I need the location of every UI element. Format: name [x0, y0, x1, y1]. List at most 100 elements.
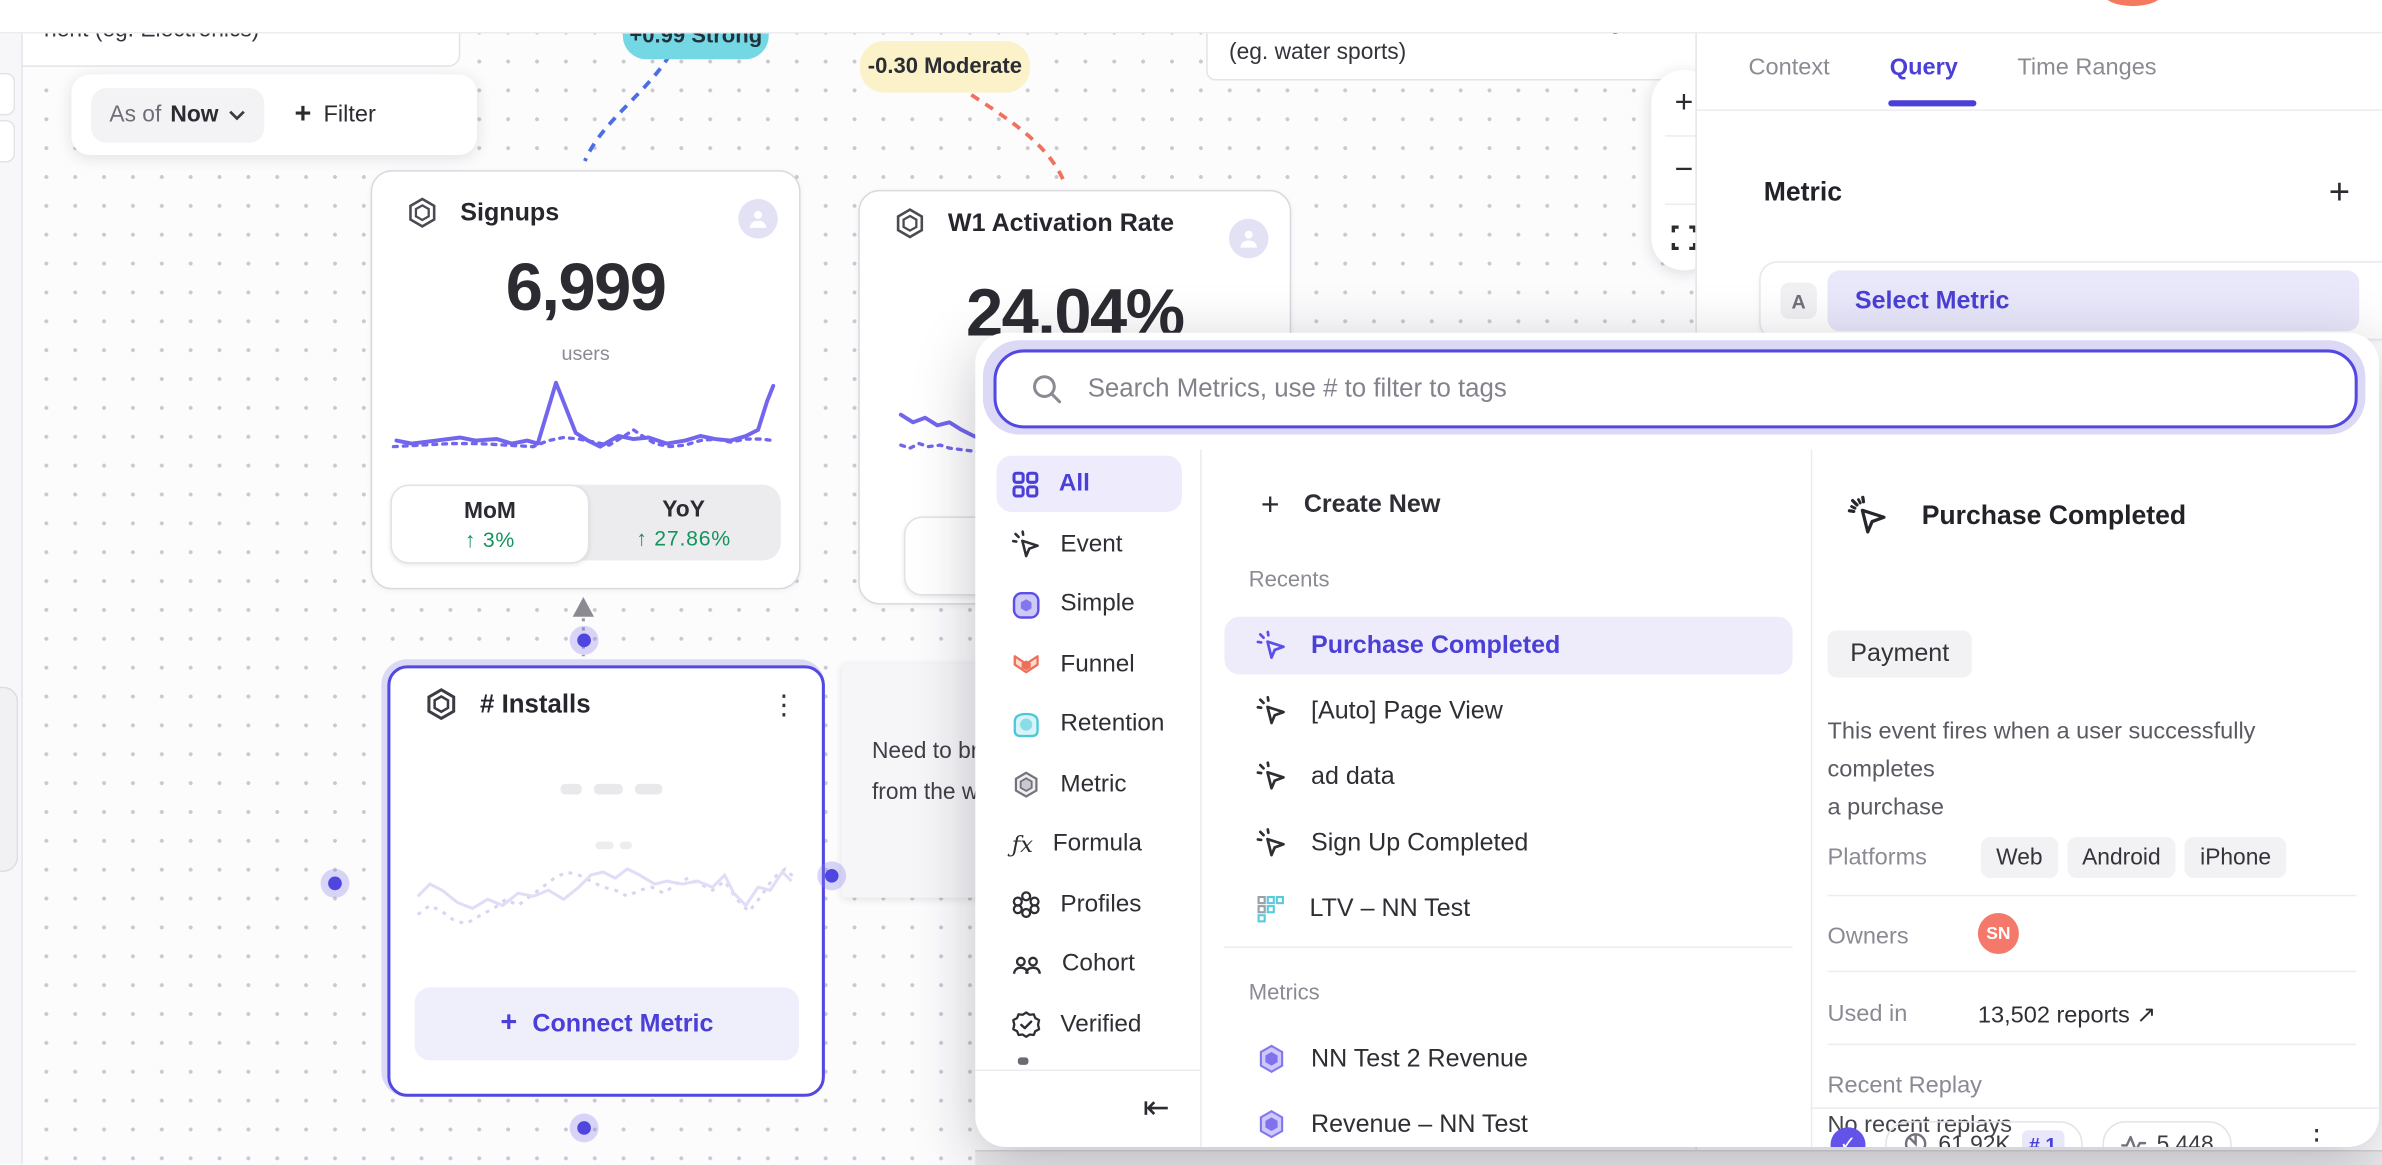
toggle-yoy[interactable]: YoY ↑ 27.86% [586, 485, 780, 561]
metric-value: 6,999 [372, 251, 799, 327]
recent-replay-label: Recent Replay [1828, 1073, 1982, 1100]
retention-icon [1012, 710, 1041, 739]
simple-icon [1012, 590, 1041, 619]
installs-ghost-sparkline [412, 854, 798, 939]
card-menu-kebab-icon[interactable]: ⋮ [770, 690, 797, 722]
metric-hexagon-icon [893, 207, 926, 240]
owners-label: Owners [1828, 924, 1909, 951]
category-all[interactable]: All [997, 456, 1182, 512]
detail-footer: ✓ 61.92K # 1 5,448 [1811, 1107, 2379, 1146]
category-cohort[interactable]: Cohort [997, 937, 1182, 993]
skeleton-dash [594, 784, 623, 795]
grid-icon [1012, 470, 1039, 497]
metric-card-installs[interactable]: # Installs ⋮ + Connect Metric [387, 665, 825, 1096]
used-in-label: Used in [1828, 1001, 1908, 1028]
result-revenue-nn-test[interactable]: Revenue – NN Test [1224, 1095, 1792, 1147]
owner-avatar-icon [738, 199, 777, 238]
section-label-metrics: Metrics [1249, 981, 1320, 1005]
skeleton-dash [635, 784, 662, 795]
connector-handle-bottom[interactable] [577, 1121, 591, 1135]
views-stat-pill[interactable]: 61.92K # 1 [1885, 1120, 2082, 1147]
event-icon [1256, 828, 1286, 858]
clause-letter-badge: A [1780, 283, 1816, 319]
add-metric-button[interactable]: + [2329, 172, 2350, 215]
tag-chip[interactable]: Payment [1828, 630, 1973, 677]
section-label-recents: Recents [1249, 568, 1330, 592]
left-rail [0, 0, 23, 1164]
events-stat-pill[interactable]: 5,448 [2102, 1120, 2232, 1147]
metric-purple-icon [1256, 1109, 1286, 1139]
event-icon [1847, 495, 1888, 536]
comparison-toggle: MoM ↑ 3% YoY ↑ 27.86% [390, 485, 780, 561]
add-filter-button[interactable]: + Filter [294, 100, 375, 129]
correlation-badge-moderate[interactable]: -0.30 Moderate [860, 41, 1030, 93]
tab-time-ranges[interactable]: Time Ranges [2017, 55, 2156, 82]
connector-handle-right[interactable] [825, 869, 839, 883]
used-in-link[interactable]: 13,502 reports ↗ [1978, 1001, 2156, 1030]
search-input[interactable] [1085, 372, 2355, 405]
blue-dashed-connector [585, 55, 670, 161]
collapsed-tab[interactable] [0, 73, 15, 116]
owner-avatar-icon [1229, 219, 1268, 258]
plus-icon: + [1261, 489, 1280, 521]
metric-hexagon-icon [406, 196, 439, 229]
skeleton-dash [595, 842, 613, 850]
detail-title: Purchase Completed [1922, 500, 2186, 532]
result-auto-page-view[interactable]: [Auto] Page View [1224, 682, 1792, 740]
connector-handle-top[interactable] [577, 633, 591, 647]
top-bar [0, 0, 2382, 33]
connect-metric-button[interactable]: + Connect Metric [415, 987, 799, 1060]
event-icon [1012, 530, 1041, 559]
category-metric[interactable]: Metric [997, 757, 1182, 813]
search-field[interactable] [994, 349, 2358, 428]
result-nn-test-2-revenue[interactable]: NN Test 2 Revenue [1224, 1030, 1792, 1088]
category-verified[interactable]: Verified [997, 997, 1182, 1053]
metric-section-header: Metric [1764, 176, 1842, 208]
card-title: Signups [460, 198, 559, 227]
list-divider [1224, 946, 1792, 948]
formula-icon: ƒx [1012, 831, 1033, 858]
arrow-up-right-icon: ↗ [2136, 1003, 2156, 1029]
signups-sparkline [390, 374, 779, 468]
category-profiles[interactable]: Profiles [997, 877, 1182, 933]
card-title: # Installs [480, 689, 591, 719]
collapse-panel-icon[interactable]: ⇤ [1143, 1089, 1170, 1127]
toggle-mom[interactable]: MoM ↑ 3% [390, 485, 589, 564]
category-funnel[interactable]: Funnel [997, 637, 1182, 693]
create-new-button[interactable]: + Create New [1261, 489, 1440, 521]
category-retention[interactable]: Retention [997, 697, 1182, 753]
detail-menu-kebab-icon[interactable]: ⋮ [2303, 1124, 2330, 1147]
collapsed-tab[interactable] [0, 120, 15, 163]
funnel-icon [1012, 650, 1041, 679]
verified-badge-icon: ✓ [1831, 1126, 1866, 1147]
platform-android: Android [2067, 837, 2176, 878]
result-sign-up-completed[interactable]: Sign Up Completed [1224, 814, 1792, 872]
asof-dropdown[interactable]: As of Now [91, 87, 264, 142]
owner-avatar[interactable]: SN [1978, 913, 2019, 954]
expand-icon [1671, 225, 1697, 251]
metric-result-list: + Create New Recents Purchase Completed … [1200, 450, 1812, 1147]
connector-handle-left[interactable] [328, 877, 342, 891]
board-toolbar: As of Now + Filter [71, 74, 477, 155]
metric-card-signups[interactable]: Signups 6,999 users MoM ↑ 3% YoY ↑ 27.86… [371, 170, 801, 589]
tab-query[interactable]: Query [1890, 55, 1958, 82]
tab-context[interactable]: Context [1749, 55, 1830, 82]
result-purchase-completed[interactable]: Purchase Completed [1224, 617, 1792, 675]
arrowhead-up-icon [573, 597, 594, 617]
select-metric-button[interactable]: Select Metric [1828, 270, 2360, 331]
category-event[interactable]: Event [997, 517, 1182, 573]
category-formula[interactable]: ƒx Formula [997, 817, 1182, 873]
platforms-label: Platforms [1828, 845, 1927, 872]
skeleton-dash [620, 842, 632, 850]
metric-unit: users [372, 342, 799, 365]
event-icon [1256, 696, 1286, 726]
platform-iphone: iPhone [2185, 837, 2286, 878]
search-focus-ring [983, 340, 2365, 434]
category-list: All Event Simple Funnel Retentio [975, 450, 1201, 1070]
verified-icon [1012, 1010, 1041, 1039]
result-ad-data[interactable]: ad data [1224, 747, 1792, 805]
category-simple[interactable]: Simple [997, 577, 1182, 633]
metric-clause-row[interactable]: A Select Metric [1759, 261, 2382, 340]
result-ltv-nn-test[interactable]: LTV – NN Test [1224, 880, 1792, 938]
